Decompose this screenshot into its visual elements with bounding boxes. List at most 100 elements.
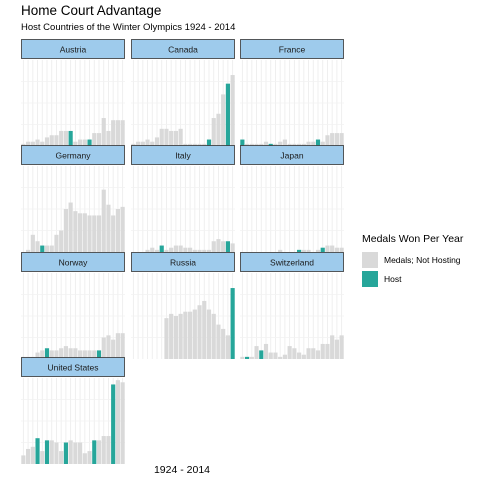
bar-not-hosting	[115, 120, 120, 146]
bar-not-hosting	[78, 442, 83, 464]
chart-title: Home Court Advantage	[21, 3, 162, 18]
legend: Medals Won Per Year Medals; Not Hosting …	[362, 233, 463, 288]
x-axis-label: 1924 - 2014	[153, 464, 211, 476]
bar-not-hosting	[59, 230, 64, 252]
bar-not-hosting	[202, 249, 207, 252]
facet-italy: Italy	[131, 145, 235, 252]
bar-not-hosting	[92, 215, 97, 252]
bar-not-hosting	[306, 348, 311, 359]
bar-not-hosting	[221, 94, 226, 146]
facet-title: Austria	[60, 45, 87, 55]
legend-label-not-hosting: Medals; Not Hosting	[384, 254, 461, 265]
bar-not-hosting	[206, 309, 212, 359]
bar-not-hosting	[35, 241, 40, 252]
bar-not-hosting	[106, 335, 111, 359]
facet-strip	[240, 145, 344, 165]
bar-not-hosting	[106, 204, 111, 252]
bar-not-hosting	[225, 335, 230, 359]
bar-not-hosting	[30, 234, 35, 252]
bar-not-hosting	[211, 118, 216, 146]
bar-not-hosting	[82, 350, 87, 359]
facet-title: Japan	[280, 151, 303, 161]
bar-not-hosting	[278, 356, 283, 359]
bar-not-hosting	[106, 436, 111, 464]
bar-not-hosting	[26, 141, 31, 146]
bar-not-hosting	[330, 245, 335, 252]
bar-not-hosting	[40, 350, 45, 359]
facet-strip	[240, 252, 344, 272]
legend-key-host	[362, 270, 378, 287]
bar-not-hosting	[178, 128, 183, 146]
bar-not-hosting	[164, 128, 169, 146]
bar-host	[206, 139, 212, 146]
bar-not-hosting	[59, 451, 64, 464]
facet-title: France	[279, 45, 306, 55]
bar-host	[40, 245, 45, 252]
facet-switzerland: Switzerland	[240, 252, 344, 359]
bar-host	[92, 440, 97, 464]
facet-strip	[131, 145, 235, 165]
facet-title: Italy	[175, 151, 191, 161]
bar-host	[87, 139, 92, 146]
facet-title: Russia	[170, 258, 196, 268]
bar-not-hosting	[202, 300, 207, 359]
facet-japan: Japan	[240, 145, 344, 252]
bar-not-hosting	[140, 141, 145, 146]
bar-not-hosting	[183, 311, 188, 359]
bar-host	[63, 442, 68, 464]
facet-united-states: United States	[21, 357, 125, 464]
bar-not-hosting	[315, 249, 321, 252]
bar-not-hosting	[92, 133, 97, 146]
bar-not-hosting	[249, 356, 254, 359]
bar-not-hosting	[334, 339, 339, 359]
bar-not-hosting	[178, 245, 183, 252]
bar-not-hosting	[249, 143, 254, 146]
bar-not-hosting	[115, 380, 120, 464]
bar-host	[225, 241, 230, 252]
bar-not-hosting	[68, 440, 73, 464]
bar-not-hosting	[325, 135, 330, 146]
bar-not-hosting	[311, 141, 316, 146]
bar-not-hosting	[254, 346, 259, 359]
bar-host	[96, 350, 102, 359]
bar-not-hosting	[301, 354, 306, 359]
bar-not-hosting	[63, 209, 68, 252]
facet-title: United States	[47, 363, 98, 373]
bar-not-hosting	[245, 143, 250, 146]
bar-not-hosting	[230, 243, 235, 252]
bar-not-hosting	[278, 249, 283, 252]
bar-not-hosting	[273, 143, 278, 146]
bar-not-hosting	[259, 143, 264, 146]
bar-not-hosting	[120, 333, 125, 359]
bar-not-hosting	[325, 343, 330, 359]
bar-not-hosting	[287, 143, 292, 146]
bar-not-hosting	[325, 245, 330, 252]
bar-not-hosting	[68, 348, 73, 359]
bar-not-hosting	[96, 440, 102, 464]
legend-title: Medals Won Per Year	[362, 233, 464, 245]
bar-not-hosting	[221, 328, 226, 359]
bar-not-hosting	[82, 213, 87, 252]
bar-not-hosting	[188, 143, 193, 146]
bar-not-hosting	[159, 128, 164, 146]
bar-not-hosting	[145, 249, 150, 252]
bar-not-hosting	[78, 139, 83, 146]
bar-not-hosting	[68, 202, 73, 252]
bar-not-hosting	[111, 215, 116, 252]
bar-not-hosting	[49, 350, 54, 359]
bar-not-hosting	[216, 113, 221, 146]
bar-not-hosting	[82, 453, 87, 464]
bar-host	[35, 438, 40, 464]
bar-not-hosting	[292, 348, 297, 359]
bar-not-hosting	[54, 350, 59, 359]
bar-not-hosting	[54, 442, 59, 464]
bar-not-hosting	[278, 141, 283, 146]
bar-not-hosting	[188, 311, 193, 359]
bar-not-hosting	[263, 343, 269, 359]
bar-not-hosting	[115, 209, 120, 252]
bar-not-hosting	[150, 247, 155, 252]
bar-not-hosting	[339, 133, 344, 146]
bar-not-hosting	[82, 139, 87, 146]
bar-host	[68, 130, 73, 146]
bar-not-hosting	[197, 249, 202, 252]
